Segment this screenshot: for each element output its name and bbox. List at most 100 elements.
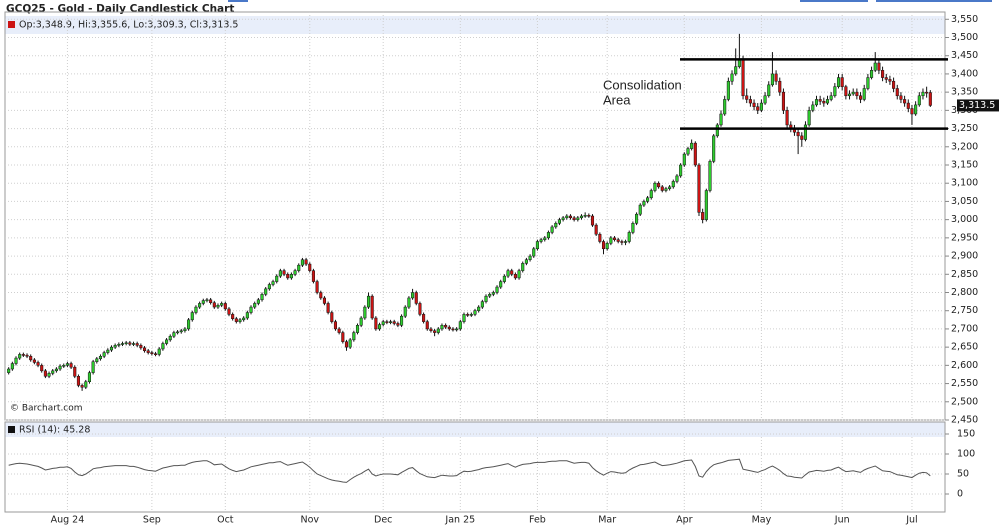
candle-body (289, 274, 293, 279)
candle-body (462, 314, 466, 322)
candle-body (741, 59, 745, 97)
candle-body (657, 182, 661, 188)
quote: Op:3,348.9, Hi:3,355.6, Lo:3,309.3, Cl:3… (19, 20, 238, 31)
candle-body (308, 263, 312, 271)
candle-body (715, 124, 719, 137)
candle-body (216, 305, 220, 308)
candle-body (355, 325, 360, 333)
candle-body (730, 73, 734, 82)
y-tick-label: 3,000 (951, 214, 978, 225)
candle-body (748, 99, 752, 104)
candle-body (906, 102, 910, 109)
candle-body (385, 321, 389, 323)
candle-body (565, 215, 569, 219)
candle-body (113, 345, 117, 348)
candle-body (58, 365, 62, 370)
candle-body (348, 339, 352, 348)
x-tick-label: Jun (834, 515, 850, 526)
candle-body (532, 248, 536, 257)
candle-body (781, 91, 785, 111)
candle-body (579, 215, 584, 219)
candle-body (87, 372, 91, 382)
candle-body (165, 339, 169, 344)
y-tick-label: 3,200 (951, 141, 978, 152)
candle-body (440, 325, 444, 330)
candle-body (84, 381, 88, 388)
candle-body (377, 324, 382, 330)
candle-body (822, 101, 826, 104)
candle-body (205, 299, 209, 302)
last-price-box (957, 99, 999, 112)
candle-body (102, 352, 106, 357)
candle-body (297, 264, 301, 271)
candle-body (444, 325, 448, 328)
y-tick-label: 3,250 (951, 123, 978, 134)
candle-body (756, 106, 760, 111)
candle-body (708, 161, 712, 191)
candle-body (311, 270, 315, 282)
candle-body (499, 281, 503, 288)
candle-body (418, 303, 422, 315)
y-tick-label: 2,750 (951, 305, 978, 316)
x-tick-label: Aug 24 (51, 515, 85, 526)
candle-body (304, 259, 308, 265)
candle-body (686, 148, 690, 155)
candle-body (881, 70, 885, 78)
y-tick-label: 2,950 (951, 232, 978, 243)
candle-body (117, 343, 121, 346)
candle-body (260, 294, 264, 301)
candle-body (638, 204, 642, 215)
candle-body (601, 241, 606, 250)
y-tick-label: 3,100 (951, 178, 978, 189)
candle-body (62, 365, 66, 367)
candle-body (925, 91, 929, 94)
candle-body (455, 328, 459, 331)
x-tick-label: Sep (143, 515, 161, 526)
candle-body (624, 241, 628, 243)
candle-body (32, 359, 36, 363)
candle-body (895, 88, 899, 97)
y-tick-label: 3,150 (951, 160, 978, 171)
candle-body (157, 348, 161, 355)
candle-body (187, 319, 191, 330)
candle-body (176, 331, 180, 334)
candle-body (528, 255, 532, 260)
candle-body (679, 164, 683, 177)
y-tick-label: 2,450 (951, 415, 978, 426)
candle-body (142, 347, 147, 352)
candle-body (245, 312, 249, 319)
candle-body (337, 328, 341, 333)
candle-body (278, 270, 282, 277)
candle-body (124, 342, 128, 345)
candle-body (917, 95, 921, 106)
y-tick-label: 2,600 (951, 360, 978, 371)
candle-body (40, 365, 44, 372)
y-tick-label: 3,550 (951, 14, 978, 25)
y-tick-label: 2,700 (951, 323, 978, 334)
candle-body (888, 79, 892, 82)
candle-body (877, 62, 881, 71)
candle-body (436, 328, 440, 333)
candle-body (701, 212, 705, 220)
candle-body (95, 358, 99, 362)
candle-body (759, 102, 763, 111)
quote-swatch (8, 21, 15, 28)
y-tick-label: 2,800 (951, 287, 978, 298)
candle-body (422, 314, 426, 322)
x-tick-label: Dec (374, 515, 392, 526)
candle-body (803, 124, 808, 140)
y-tick-label: 50 (957, 469, 969, 480)
candle-body (521, 263, 525, 271)
y-tick-label: 2,900 (951, 251, 978, 262)
candle-body (54, 368, 58, 372)
candle-body (539, 239, 543, 242)
candle-body (146, 350, 150, 353)
candle-body (682, 153, 686, 166)
candle-body (899, 95, 903, 100)
candle-body (836, 77, 841, 87)
candle-body (535, 241, 539, 250)
candle-body (774, 73, 778, 82)
candle-body (425, 321, 429, 330)
candle-body (859, 95, 863, 100)
